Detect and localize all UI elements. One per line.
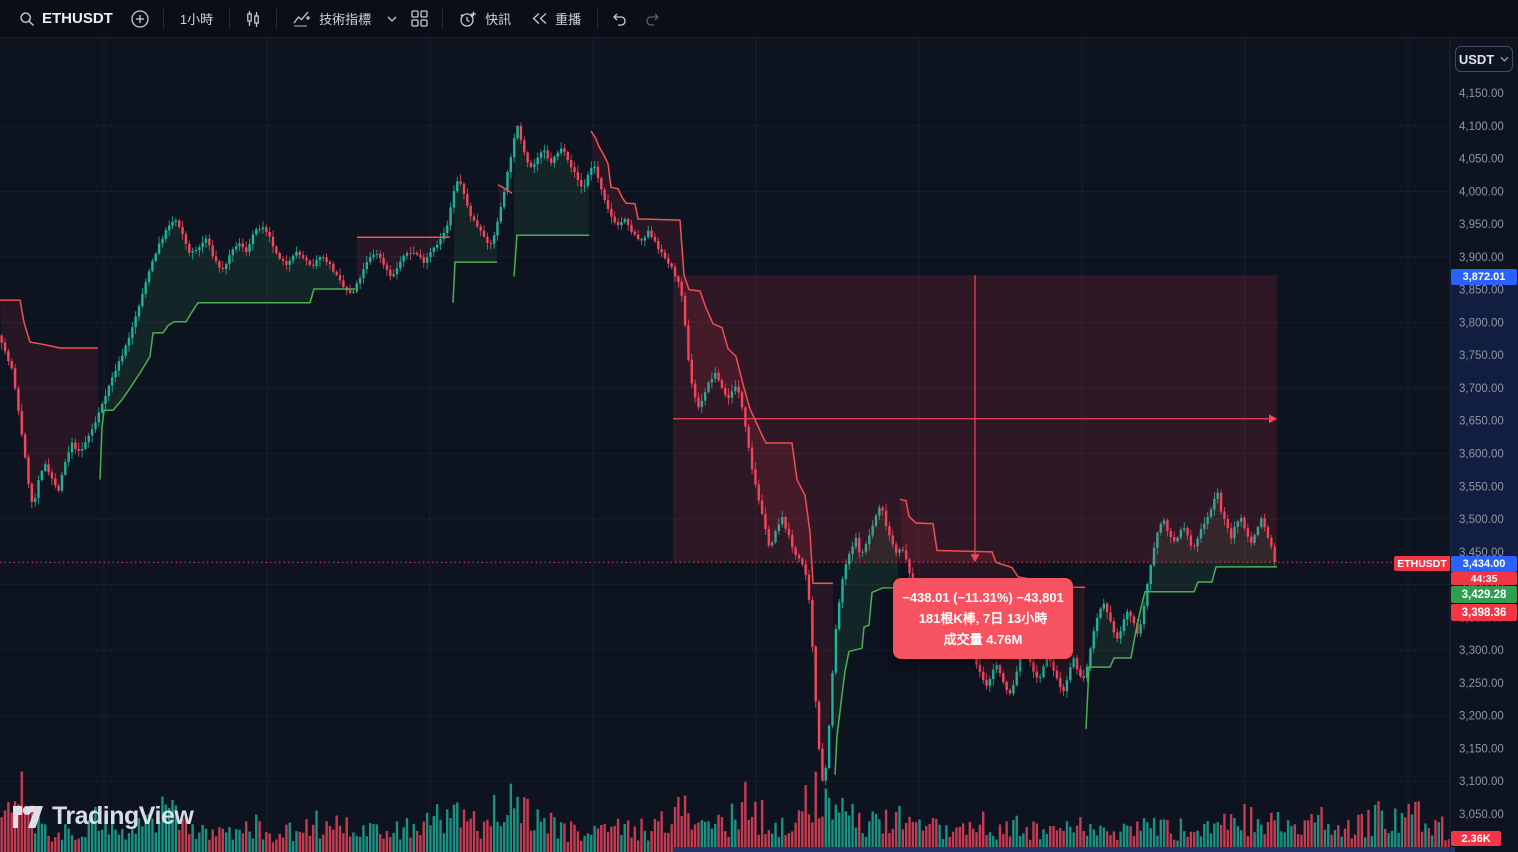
top-toolbar: ETHUSDT 1小時 技術指標 快訊: [0, 0, 1518, 38]
undo-icon: [611, 12, 629, 26]
redo-icon: [643, 12, 661, 26]
svg-text:3,750.00: 3,750.00: [1459, 350, 1504, 362]
indicator-short-stop-label: 3,398.36: [1451, 604, 1517, 621]
indicators-icon: [293, 10, 312, 27]
svg-text:3,200.00: 3,200.00: [1459, 711, 1504, 723]
alarm-clock-icon: [459, 10, 478, 28]
measure-change-line: −438.01 (−11.31%) −43,801: [902, 590, 1064, 605]
svg-text:3,050.00: 3,050.00: [1459, 809, 1504, 821]
toolbar-separator: [229, 8, 231, 29]
bar-countdown-label: 44:35: [1451, 572, 1517, 585]
toolbar-separator: [442, 8, 444, 29]
currency-label: USDT: [1458, 51, 1495, 67]
interval-label: 1小時: [179, 12, 214, 27]
indicators-button[interactable]: 技術指標: [284, 5, 380, 33]
symbol-search-button[interactable]: ETHUSDT: [10, 5, 122, 33]
chart-area[interactable]: 4,150.00 4,100.00 4,050.00 4,000.00 3,950.00…: [0, 38, 1518, 852]
grid-layout-icon: [411, 10, 428, 27]
svg-text:4,150.00: 4,150.00: [1459, 88, 1504, 100]
measure-tooltip: −438.01 (−11.31%) −43,801 181根K棒, 7日 13小…: [893, 578, 1073, 659]
svg-text:3,700.00: 3,700.00: [1459, 383, 1504, 395]
replay-label: 重播: [555, 12, 582, 27]
price-axis[interactable]: 4,150.00 4,100.00 4,050.00 4,000.00 3,950.00…: [1449, 38, 1518, 852]
chevron-down-icon: [1500, 56, 1509, 62]
volume-value-label: 2.36K: [1451, 831, 1501, 846]
rewind-icon: [531, 12, 548, 25]
measure-start-price-label: 3,872.01: [1451, 269, 1517, 285]
layout-grid-button[interactable]: [404, 5, 435, 33]
svg-text:3,600.00: 3,600.00: [1459, 448, 1504, 460]
redo-button[interactable]: [637, 5, 667, 33]
chevron-down-icon: [387, 16, 397, 22]
symbol-price-line-label: ETHUSDT: [1394, 556, 1450, 571]
compare-add-button[interactable]: [124, 5, 156, 33]
svg-text:3,950.00: 3,950.00: [1459, 219, 1504, 231]
indicators-label: 技術指標: [319, 12, 372, 27]
svg-text:4,000.00: 4,000.00: [1459, 186, 1504, 198]
trailing-stop-lines: [0, 130, 1277, 775]
alert-label: 快訊: [485, 12, 512, 27]
currency-selector-button[interactable]: USDT: [1455, 46, 1513, 72]
svg-text:4,100.00: 4,100.00: [1459, 121, 1504, 133]
svg-text:4,050.00: 4,050.00: [1459, 154, 1504, 166]
time-axis-measure-highlight: [673, 847, 1455, 852]
indicator-long-stop-label: 3,429.28: [1451, 586, 1517, 603]
undo-button[interactable]: [605, 5, 635, 33]
indicator-templates-button[interactable]: [382, 5, 402, 33]
svg-text:3,500.00: 3,500.00: [1459, 514, 1504, 526]
tradingview-logo-icon: [13, 804, 43, 830]
svg-text:3,150.00: 3,150.00: [1459, 743, 1504, 755]
interval-button[interactable]: 1小時: [171, 5, 222, 33]
measure-bars-line: 181根K棒, 7日 13小時: [918, 611, 1048, 626]
svg-text:3,450.00: 3,450.00: [1459, 547, 1504, 559]
svg-text:3,100.00: 3,100.00: [1459, 776, 1504, 788]
measure-volume-line: 成交量 4.76M: [943, 632, 1023, 647]
toolbar-separator: [276, 8, 278, 29]
alert-button[interactable]: 快訊: [450, 5, 520, 33]
svg-text:3,550.00: 3,550.00: [1459, 481, 1504, 493]
svg-text:3,800.00: 3,800.00: [1459, 317, 1504, 329]
svg-text:3,900.00: 3,900.00: [1459, 252, 1504, 264]
chart-type-button[interactable]: [237, 5, 269, 33]
svg-text:3,850.00: 3,850.00: [1459, 285, 1504, 297]
tradingview-logo-text: TradingView: [52, 802, 194, 830]
toolbar-separator: [597, 8, 599, 29]
crosshair-price-label: 3,434.00: [1451, 556, 1517, 572]
tradingview-logo[interactable]: TradingView: [13, 802, 194, 831]
replay-button[interactable]: 重播: [522, 5, 590, 33]
svg-text:3,300.00: 3,300.00: [1459, 645, 1504, 657]
search-icon: [19, 11, 35, 27]
svg-text:3,650.00: 3,650.00: [1459, 416, 1504, 428]
svg-text:3,250.00: 3,250.00: [1459, 678, 1504, 690]
volume-layer: [0, 771, 1451, 852]
chart-canvas[interactable]: 4,150.00 4,100.00 4,050.00 4,000.00 3,950.00…: [0, 38, 1518, 852]
symbol-name: ETHUSDT: [42, 10, 113, 27]
measure-tool: [673, 275, 1277, 563]
plus-circle-icon: [130, 9, 150, 29]
candlestick-chart-icon: [244, 10, 262, 28]
toolbar-separator: [162, 8, 164, 29]
